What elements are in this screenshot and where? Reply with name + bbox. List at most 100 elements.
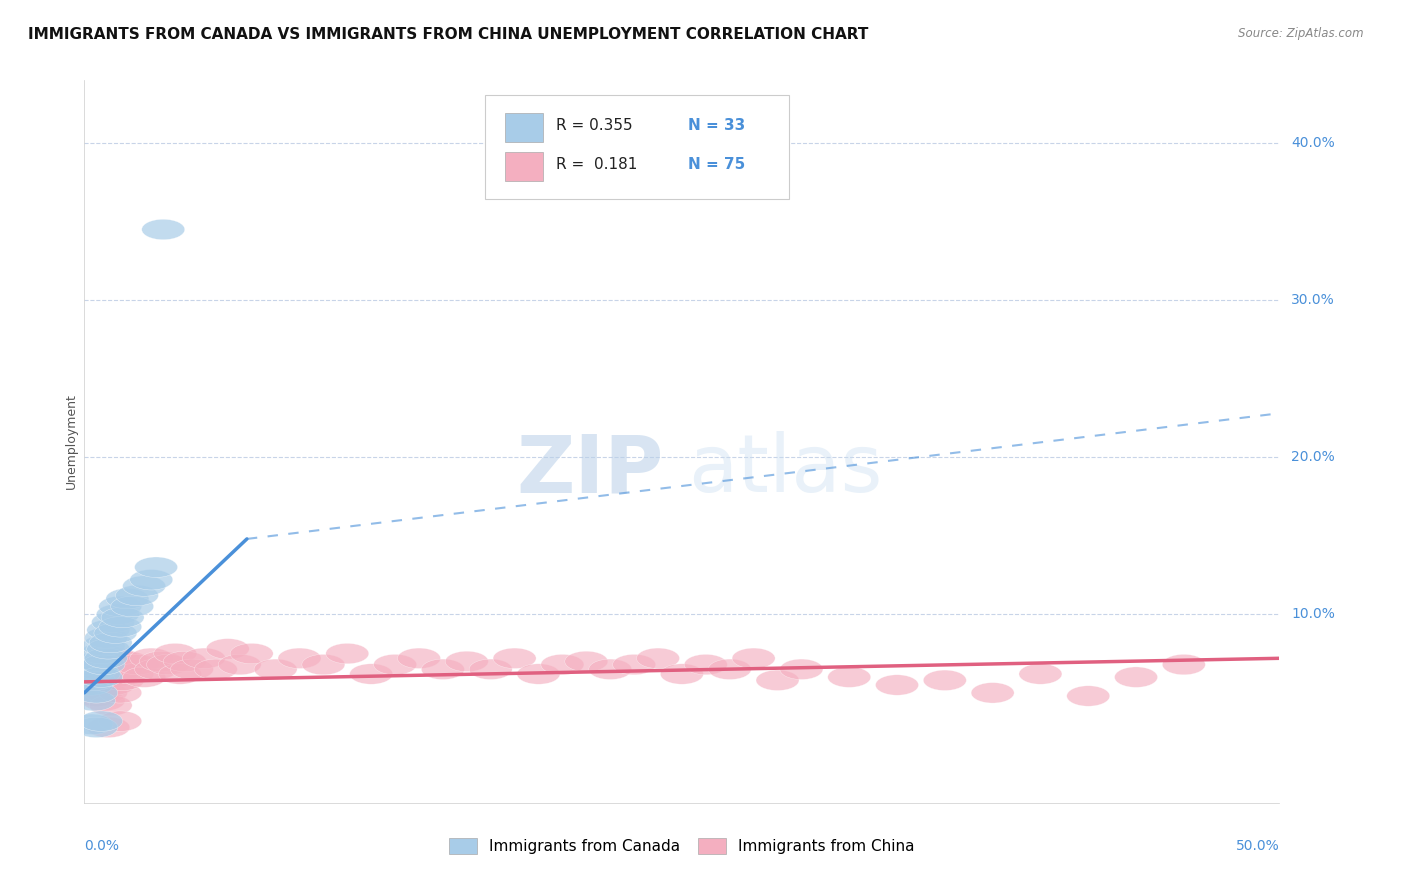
Ellipse shape <box>77 664 121 684</box>
Ellipse shape <box>80 667 122 688</box>
Ellipse shape <box>96 604 139 624</box>
Ellipse shape <box>129 570 173 590</box>
Ellipse shape <box>207 639 249 659</box>
Ellipse shape <box>876 674 918 695</box>
Ellipse shape <box>67 667 111 688</box>
Text: 30.0%: 30.0% <box>1292 293 1336 307</box>
FancyBboxPatch shape <box>505 112 543 142</box>
Ellipse shape <box>135 659 177 680</box>
Ellipse shape <box>87 620 129 640</box>
Ellipse shape <box>685 655 727 674</box>
Legend: Immigrants from Canada, Immigrants from China: Immigrants from Canada, Immigrants from … <box>443 832 921 860</box>
Ellipse shape <box>98 616 142 637</box>
Ellipse shape <box>82 635 125 656</box>
Ellipse shape <box>77 682 121 703</box>
Text: 10.0%: 10.0% <box>1292 607 1336 622</box>
Ellipse shape <box>350 664 392 684</box>
Ellipse shape <box>183 648 225 668</box>
Ellipse shape <box>101 607 145 628</box>
Ellipse shape <box>398 648 440 668</box>
Ellipse shape <box>94 667 136 688</box>
Ellipse shape <box>517 664 560 684</box>
Ellipse shape <box>129 648 173 668</box>
Ellipse shape <box>1019 664 1062 684</box>
Ellipse shape <box>146 655 190 674</box>
Ellipse shape <box>89 632 132 653</box>
Ellipse shape <box>70 714 112 734</box>
Ellipse shape <box>80 643 122 664</box>
Text: 0.0%: 0.0% <box>84 838 120 853</box>
Ellipse shape <box>1067 686 1109 706</box>
Ellipse shape <box>326 643 368 664</box>
Ellipse shape <box>231 643 273 664</box>
Ellipse shape <box>67 667 111 688</box>
Ellipse shape <box>756 670 799 690</box>
Ellipse shape <box>972 682 1014 703</box>
Ellipse shape <box>80 711 122 731</box>
Ellipse shape <box>637 648 679 668</box>
Ellipse shape <box>73 670 115 690</box>
Ellipse shape <box>75 659 118 680</box>
Ellipse shape <box>780 659 823 680</box>
Ellipse shape <box>73 690 115 711</box>
Ellipse shape <box>84 682 128 703</box>
Ellipse shape <box>374 655 416 674</box>
Ellipse shape <box>115 585 159 606</box>
Ellipse shape <box>75 686 118 706</box>
Ellipse shape <box>75 682 118 703</box>
Ellipse shape <box>87 651 129 672</box>
Ellipse shape <box>89 695 132 715</box>
Ellipse shape <box>1163 655 1205 674</box>
Ellipse shape <box>87 670 129 690</box>
Ellipse shape <box>194 659 238 680</box>
Ellipse shape <box>302 655 344 674</box>
Ellipse shape <box>122 667 166 688</box>
Ellipse shape <box>828 667 870 688</box>
Ellipse shape <box>142 219 184 240</box>
Ellipse shape <box>218 655 262 674</box>
Ellipse shape <box>278 648 321 668</box>
Text: R = 0.355: R = 0.355 <box>557 119 633 133</box>
Ellipse shape <box>84 648 128 668</box>
Ellipse shape <box>89 664 132 684</box>
Y-axis label: Unemployment: Unemployment <box>65 393 77 490</box>
Ellipse shape <box>82 690 125 711</box>
Ellipse shape <box>924 670 966 690</box>
Ellipse shape <box>75 670 118 690</box>
Ellipse shape <box>105 651 149 672</box>
Text: Source: ZipAtlas.com: Source: ZipAtlas.com <box>1239 27 1364 40</box>
Ellipse shape <box>101 670 145 690</box>
Text: R =  0.181: R = 0.181 <box>557 157 638 172</box>
Ellipse shape <box>98 711 142 731</box>
Ellipse shape <box>91 655 135 674</box>
Ellipse shape <box>80 674 122 695</box>
Ellipse shape <box>446 651 488 672</box>
Ellipse shape <box>733 648 775 668</box>
Ellipse shape <box>105 589 149 609</box>
Ellipse shape <box>254 659 297 680</box>
Ellipse shape <box>82 655 125 674</box>
Ellipse shape <box>494 648 536 668</box>
Ellipse shape <box>87 639 129 659</box>
Ellipse shape <box>82 667 125 688</box>
Ellipse shape <box>170 659 214 680</box>
Text: ZIP: ZIP <box>517 432 664 509</box>
Ellipse shape <box>77 651 121 672</box>
Ellipse shape <box>91 612 135 632</box>
Text: N = 75: N = 75 <box>688 157 745 172</box>
Ellipse shape <box>73 659 115 680</box>
FancyBboxPatch shape <box>485 95 790 200</box>
Ellipse shape <box>709 659 751 680</box>
Ellipse shape <box>91 674 135 695</box>
Ellipse shape <box>565 651 607 672</box>
Ellipse shape <box>98 659 142 680</box>
Ellipse shape <box>73 680 115 700</box>
Ellipse shape <box>111 664 153 684</box>
Ellipse shape <box>589 659 631 680</box>
Text: 20.0%: 20.0% <box>1292 450 1336 464</box>
Text: 40.0%: 40.0% <box>1292 136 1336 150</box>
Ellipse shape <box>98 596 142 616</box>
Ellipse shape <box>122 576 166 596</box>
Ellipse shape <box>94 623 136 643</box>
Ellipse shape <box>163 651 207 672</box>
